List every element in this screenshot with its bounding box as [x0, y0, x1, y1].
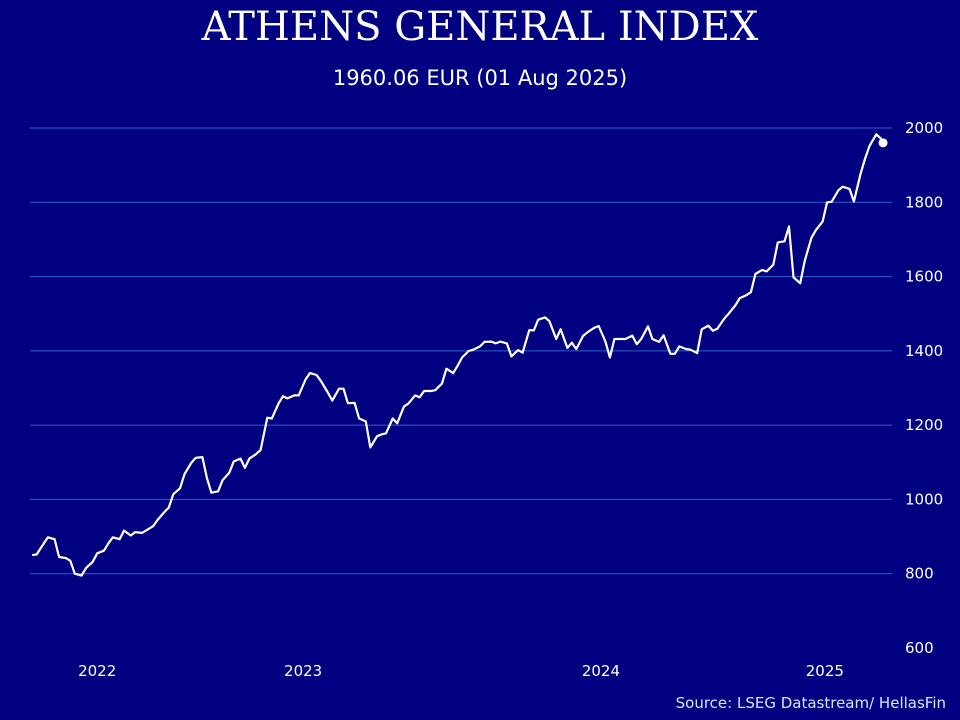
- grid-layer: [30, 127, 892, 575]
- y-tick-label: 1800: [905, 193, 943, 211]
- y-tick-label: 1600: [905, 268, 943, 286]
- source-note: Source: LSEG Datastream/ HellasFin: [675, 694, 946, 712]
- x-tick-label: 2022: [78, 662, 116, 680]
- x-tick-label: 2023: [284, 662, 322, 680]
- y-tick-label: 1000: [905, 490, 943, 508]
- y-axis: 600 800 1000 1200 1400 1600 1800 2000: [905, 119, 943, 657]
- series-line: [32, 133, 884, 577]
- y-tick-label: 2000: [905, 119, 943, 137]
- latest-value-marker: [878, 138, 888, 148]
- x-tick-label: 2024: [582, 662, 620, 680]
- series-layer: [32, 133, 888, 577]
- x-tick-label: 2025: [806, 662, 844, 680]
- y-tick-label: 800: [905, 565, 934, 583]
- chart-subtitle: 1960.06 EUR (01 Aug 2025): [332, 66, 628, 90]
- y-tick-label: 1400: [905, 342, 943, 360]
- chart-title: ATHENS GENERAL INDEX: [201, 4, 759, 50]
- y-tick-label: 1200: [905, 416, 943, 434]
- y-tick-label: 600: [905, 639, 934, 657]
- x-axis: 2022 2023 2024 2025: [78, 662, 844, 680]
